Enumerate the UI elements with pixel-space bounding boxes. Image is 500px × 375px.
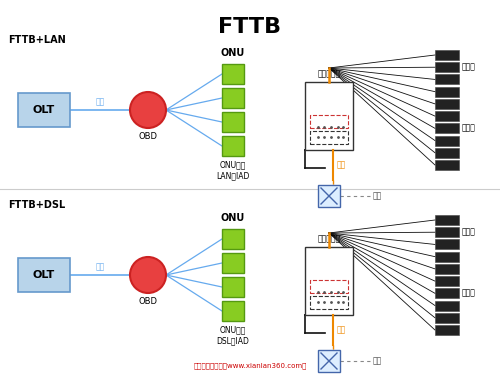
Bar bbox=[318, 185, 340, 207]
Text: OBD: OBD bbox=[138, 132, 158, 141]
Text: 中国电线电缆网（www.xianlan360.com）: 中国电线电缆网（www.xianlan360.com） bbox=[194, 362, 306, 369]
Bar bbox=[18, 258, 70, 292]
Bar bbox=[222, 64, 244, 84]
Bar bbox=[435, 148, 459, 158]
Bar bbox=[222, 112, 244, 132]
Text: FTTB+LAN: FTTB+LAN bbox=[8, 35, 66, 45]
Bar bbox=[435, 313, 459, 323]
Bar bbox=[222, 88, 244, 108]
Text: 可选: 可选 bbox=[373, 192, 382, 201]
Text: 光缆: 光缆 bbox=[96, 97, 104, 106]
Bar bbox=[305, 247, 353, 315]
Bar bbox=[435, 135, 459, 146]
Circle shape bbox=[130, 257, 166, 293]
Bar bbox=[435, 99, 459, 109]
Bar bbox=[435, 300, 459, 310]
Bar bbox=[435, 288, 459, 298]
Text: 可选: 可选 bbox=[373, 357, 382, 366]
Text: FTTB+DSL: FTTB+DSL bbox=[8, 200, 65, 210]
Bar bbox=[435, 240, 459, 249]
Text: 信息点: 信息点 bbox=[462, 289, 476, 298]
Bar bbox=[310, 296, 348, 309]
Bar bbox=[222, 229, 244, 249]
Text: OLT: OLT bbox=[33, 105, 55, 115]
Bar bbox=[222, 136, 244, 156]
Bar bbox=[435, 215, 459, 225]
Bar bbox=[222, 277, 244, 297]
Text: ONU: ONU bbox=[221, 213, 245, 223]
Text: ONU: ONU bbox=[221, 48, 245, 58]
Text: OBD: OBD bbox=[138, 297, 158, 306]
Bar bbox=[435, 276, 459, 286]
Text: FTTB: FTTB bbox=[218, 17, 282, 37]
Bar bbox=[435, 87, 459, 97]
Text: 信息点: 信息点 bbox=[462, 228, 476, 237]
Bar bbox=[435, 252, 459, 262]
Bar bbox=[435, 62, 459, 72]
Bar bbox=[222, 301, 244, 321]
Bar bbox=[310, 280, 348, 293]
Bar bbox=[435, 160, 459, 170]
Circle shape bbox=[130, 92, 166, 128]
Text: 光缆: 光缆 bbox=[96, 262, 104, 271]
Bar bbox=[318, 350, 340, 372]
Text: 铜缆: 铜缆 bbox=[337, 326, 346, 334]
Text: 综合配线箱: 综合配线箱 bbox=[318, 69, 340, 78]
Text: 综合配线箱: 综合配线箱 bbox=[318, 234, 340, 243]
Text: ONU内置
DSL和IAD: ONU内置 DSL和IAD bbox=[216, 325, 250, 345]
Bar bbox=[222, 253, 244, 273]
Bar bbox=[435, 264, 459, 274]
Bar bbox=[18, 93, 70, 127]
Text: OLT: OLT bbox=[33, 270, 55, 280]
Text: ONU内置
LAN和IAD: ONU内置 LAN和IAD bbox=[216, 160, 250, 180]
Bar bbox=[305, 82, 353, 150]
Bar bbox=[435, 50, 459, 60]
Bar bbox=[435, 75, 459, 84]
Text: 信息点: 信息点 bbox=[462, 124, 476, 133]
Bar bbox=[435, 123, 459, 134]
Bar bbox=[435, 325, 459, 335]
Bar bbox=[435, 227, 459, 237]
Text: 铜缆: 铜缆 bbox=[337, 160, 346, 170]
Bar bbox=[310, 116, 348, 128]
Text: 信息点: 信息点 bbox=[462, 63, 476, 72]
Bar bbox=[310, 131, 348, 144]
Bar bbox=[435, 111, 459, 121]
